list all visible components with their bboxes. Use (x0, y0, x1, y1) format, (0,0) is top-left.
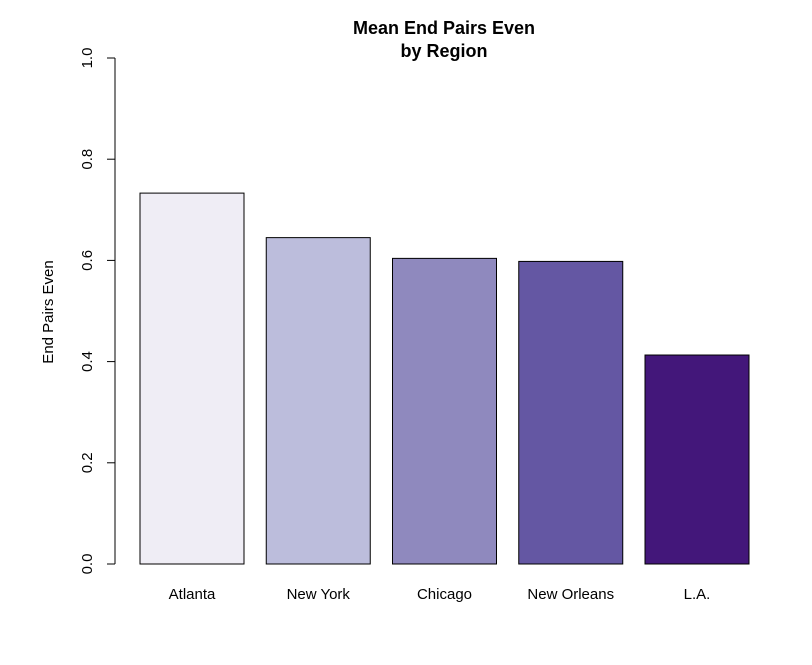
y-axis-label: End Pairs Even (40, 260, 57, 363)
y-tick-label: 0.0 (79, 554, 96, 575)
bar-atlanta (139, 192, 245, 565)
bars (139, 192, 750, 565)
y-tick-label: 1.0 (79, 48, 96, 69)
bar-new-york (265, 237, 371, 565)
category-label: New Orleans (527, 586, 614, 603)
category-label: New York (287, 586, 351, 603)
bar-chicago (392, 257, 497, 565)
category-label: L.A. (684, 586, 711, 603)
y-tick-label: 0.6 (79, 250, 96, 271)
category-label: Atlanta (169, 586, 216, 603)
bar-l-a (644, 354, 750, 565)
y-tick-label: 0.4 (79, 351, 96, 372)
y-tick-label: 0.2 (79, 452, 96, 473)
chart-subtitle: by Region (400, 41, 487, 61)
y-axis: 0.0 0.2 0.4 0.6 0.8 1.0 (79, 48, 116, 575)
y-tick-label: 0.8 (79, 149, 96, 170)
chart-title: Mean End Pairs Even (353, 18, 535, 38)
bar-new-orleans (518, 260, 624, 565)
category-labels: Atlanta New York Chicago New Orleans L.A. (169, 586, 711, 603)
category-label: Chicago (417, 586, 472, 603)
